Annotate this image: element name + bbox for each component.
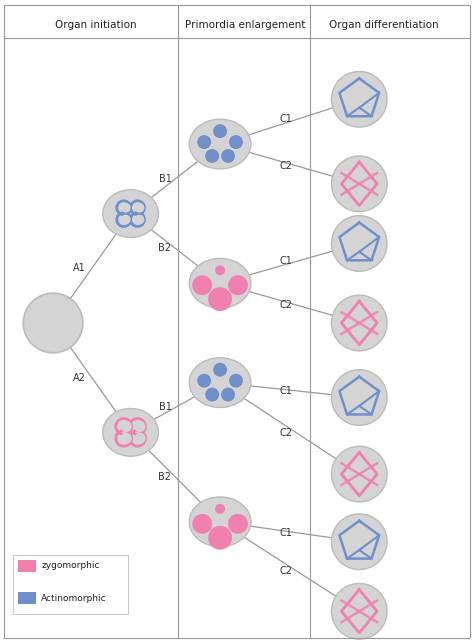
Text: C2: C2 (280, 428, 292, 438)
Ellipse shape (103, 408, 158, 456)
Text: C1: C1 (280, 386, 292, 396)
Circle shape (121, 421, 132, 432)
Text: C1: C1 (280, 257, 292, 266)
Ellipse shape (189, 119, 251, 169)
Circle shape (23, 293, 83, 353)
Circle shape (121, 215, 131, 224)
Text: C1: C1 (280, 528, 292, 538)
Circle shape (331, 71, 387, 127)
Circle shape (213, 363, 227, 377)
Circle shape (205, 149, 219, 163)
Circle shape (197, 374, 211, 388)
Bar (13, 555, 128, 614)
Circle shape (229, 135, 243, 149)
Text: A1: A1 (73, 264, 86, 273)
Circle shape (135, 215, 145, 224)
Text: Actinomorphic: Actinomorphic (41, 594, 107, 603)
Text: B2: B2 (158, 244, 172, 253)
Ellipse shape (189, 497, 251, 547)
Text: C1: C1 (280, 114, 292, 125)
Text: C2: C2 (280, 566, 292, 576)
Text: B1: B1 (158, 403, 172, 413)
Circle shape (228, 275, 248, 295)
Circle shape (331, 370, 387, 426)
Ellipse shape (189, 358, 251, 408)
Text: Organ differentiation: Organ differentiation (329, 20, 439, 30)
Circle shape (205, 388, 219, 401)
Text: C2: C2 (280, 161, 292, 171)
Circle shape (121, 433, 132, 444)
Text: B1: B1 (158, 174, 172, 184)
Circle shape (197, 135, 211, 149)
Circle shape (135, 433, 146, 444)
Circle shape (229, 374, 243, 388)
Bar (18, 592, 36, 604)
Circle shape (221, 149, 235, 163)
Circle shape (228, 514, 248, 534)
Circle shape (331, 215, 387, 271)
Circle shape (208, 526, 232, 550)
Circle shape (192, 514, 212, 534)
Circle shape (215, 266, 225, 275)
Circle shape (331, 583, 387, 639)
Bar (18, 559, 36, 572)
Circle shape (331, 295, 387, 351)
Circle shape (135, 203, 145, 213)
Text: Primordia enlargement: Primordia enlargement (185, 20, 305, 30)
Circle shape (135, 421, 146, 432)
Circle shape (215, 504, 225, 514)
Ellipse shape (103, 190, 158, 237)
Circle shape (331, 446, 387, 502)
Text: C2: C2 (280, 300, 292, 310)
Circle shape (331, 156, 387, 212)
Text: B2: B2 (158, 472, 172, 482)
Text: A2: A2 (73, 373, 86, 383)
Circle shape (331, 514, 387, 570)
Circle shape (208, 287, 232, 311)
Circle shape (121, 203, 131, 213)
Circle shape (221, 388, 235, 401)
Text: zygomorphic: zygomorphic (41, 561, 100, 570)
Circle shape (213, 124, 227, 138)
Circle shape (192, 275, 212, 295)
Text: Organ initiation: Organ initiation (55, 20, 137, 30)
Ellipse shape (189, 258, 251, 308)
